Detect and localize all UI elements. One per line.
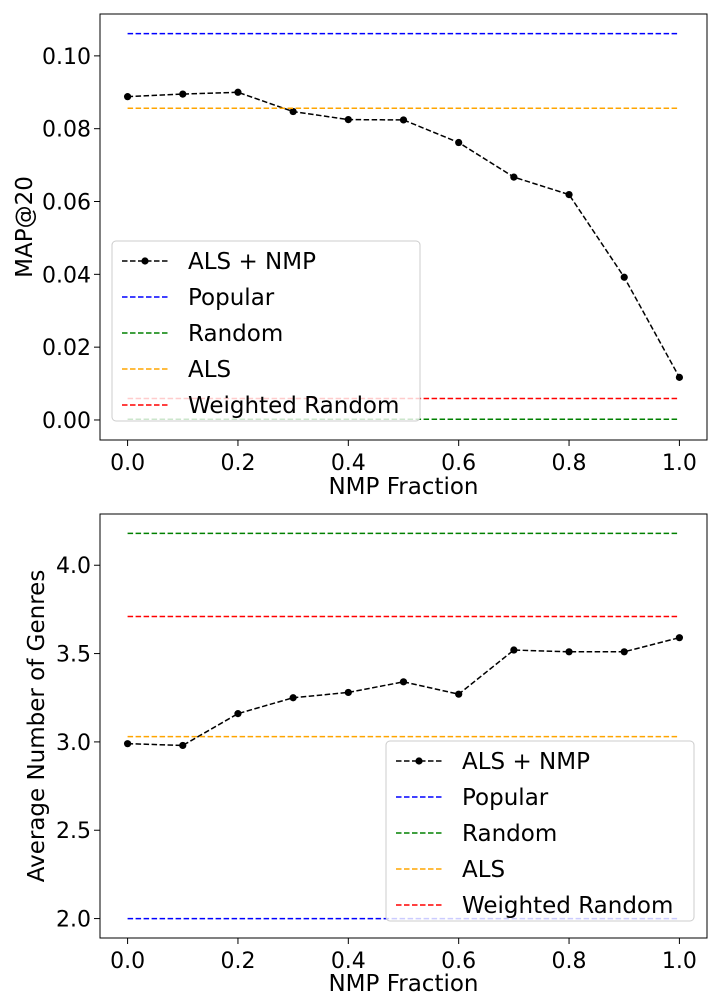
x-tick-label: 0.2 (220, 451, 255, 476)
series-als-nmp-point (179, 90, 187, 98)
y-tick-label: 0.10 (42, 45, 91, 70)
x-tick-label: 0.4 (331, 949, 366, 974)
series-als-nmp-point (344, 688, 352, 697)
series-als-nmp-point (399, 116, 408, 124)
y-tick-label: 3.0 (56, 731, 91, 756)
x-tick-label: 0.6 (441, 451, 476, 476)
legend-label-als-nmp: ALS + NMP (188, 249, 316, 275)
x-tick-label: 0.4 (331, 451, 366, 476)
series-als-nmp-point (510, 646, 518, 654)
y-tick-label: 3.5 (56, 643, 91, 668)
legend-label-weighted-random: Weighted Random (188, 393, 399, 419)
y-tick-label: 0.00 (42, 409, 91, 434)
series-als-nmp-point (179, 741, 187, 750)
series-als-nmp-point (344, 115, 352, 124)
legend-label-random: Random (462, 821, 557, 847)
x-tick-label: 1.0 (662, 949, 697, 974)
series-als-nmp-point (123, 93, 132, 101)
legend-marker-als-nmp (141, 257, 149, 265)
series-als-nmp-point (565, 190, 573, 199)
x-axis-label: NMP Fraction (328, 971, 478, 997)
legend-box (111, 240, 421, 422)
series-als-nmp-point (399, 678, 408, 686)
chart-average-number-of-genres: 0.0 0.2 0.4 0.6 0.8 1.0 2.0 2.5 3.0 3.5 4.0 NMP Fra… (24, 513, 708, 997)
series-als-nmp-line (127, 91, 681, 378)
y-tick-label: 0.02 (42, 336, 91, 361)
legend-label-random: Random (188, 321, 283, 347)
plot-frame (99, 13, 708, 441)
y-tick-label: 0.04 (42, 263, 91, 288)
legend-label-popular: Popular (462, 785, 549, 811)
series-als-nmp-line (127, 636, 680, 747)
legend: ALS + NMP Popular Random ALS Weighted Random (111, 240, 421, 422)
series-als-nmp-point (675, 634, 684, 642)
x-tick-label: 0.2 (220, 949, 255, 974)
series-als-nmp-point (123, 740, 132, 748)
x-tick-label: 1.0 (662, 451, 697, 476)
series-als-nmp-point (455, 690, 463, 698)
legend-label-als: ALS (462, 857, 505, 883)
y-tick-label: 2.0 (56, 908, 91, 933)
legend-box (385, 740, 695, 922)
x-tick-label: 0.8 (552, 451, 587, 476)
x-tick-label: 0.0 (110, 451, 145, 476)
y-tick-label: 0.08 (42, 118, 91, 143)
y-tick-label: 2.5 (56, 819, 91, 844)
y-axis-label: MAP@20 (12, 176, 38, 278)
y-tick-label: 0.06 (42, 191, 91, 216)
legend: ALS + NMP Popular Random ALS Weighted Random (385, 740, 695, 922)
legend-label-als-nmp: ALS + NMP (462, 749, 590, 775)
x-tick-label: 0.0 (110, 949, 145, 974)
legend-label-popular: Popular (188, 285, 275, 311)
y-tick-label: 4.0 (56, 554, 91, 579)
series-als-nmp-point (289, 694, 297, 702)
x-tick-label: 0.8 (552, 949, 587, 974)
series-als-nmp-point (675, 373, 684, 381)
x-axis-label: NMP Fraction (328, 474, 478, 500)
legend-marker-als-nmp (415, 757, 423, 765)
series-als-nmp-point (234, 710, 242, 718)
x-tick-label: 0.6 (441, 949, 476, 974)
y-axis-label: Average Number of Genres (24, 570, 50, 883)
chart-map-at-20: 0.0 0.2 0.4 0.6 0.8 1.0 0.00 0.02 0.04 0.06 0.08 0.… (12, 13, 708, 500)
legend-label-weighted-random: Weighted Random (462, 893, 673, 919)
plot-frame (99, 513, 708, 939)
series-als-nmp-point (234, 88, 242, 96)
series-als-nmp-point (620, 648, 628, 656)
series-als-nmp-point (510, 173, 518, 181)
legend-label-als: ALS (188, 357, 231, 383)
series-als-nmp-point (289, 107, 297, 116)
series-als-nmp-point (620, 273, 628, 281)
series-als-nmp-point (455, 138, 463, 147)
series-als-nmp-point (565, 648, 573, 656)
